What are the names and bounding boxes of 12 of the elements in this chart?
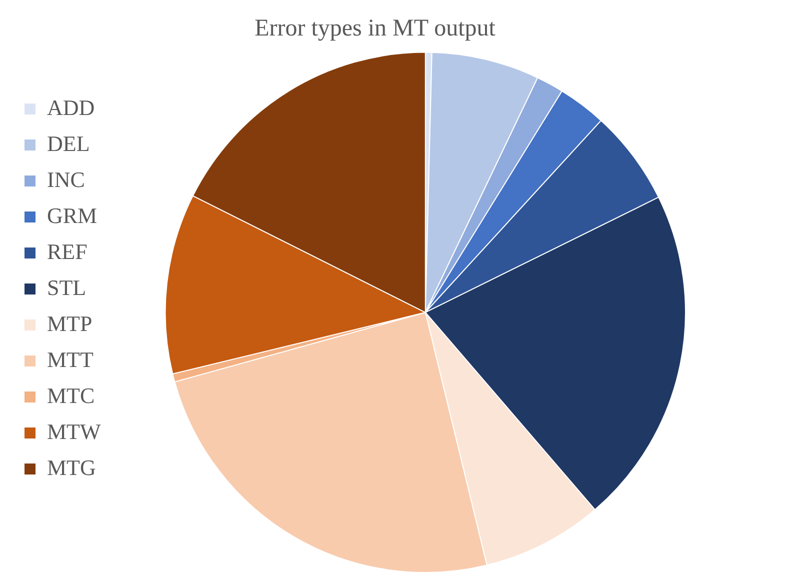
legend-label: MTG xyxy=(47,454,96,480)
legend-label: MTT xyxy=(47,346,94,372)
legend-label: MTC xyxy=(47,382,95,408)
legend-label: REF xyxy=(47,238,88,264)
legend-label: MTW xyxy=(47,418,101,444)
legend-label: DEL xyxy=(47,130,90,156)
legend-label: GRM xyxy=(47,202,98,228)
legend-label: ADD xyxy=(47,94,95,120)
legend-label: MTP xyxy=(47,310,92,336)
legend-label: INC xyxy=(47,166,85,192)
legend-label: STL xyxy=(47,274,86,300)
chart-title: Error types in MT output xyxy=(254,16,496,42)
